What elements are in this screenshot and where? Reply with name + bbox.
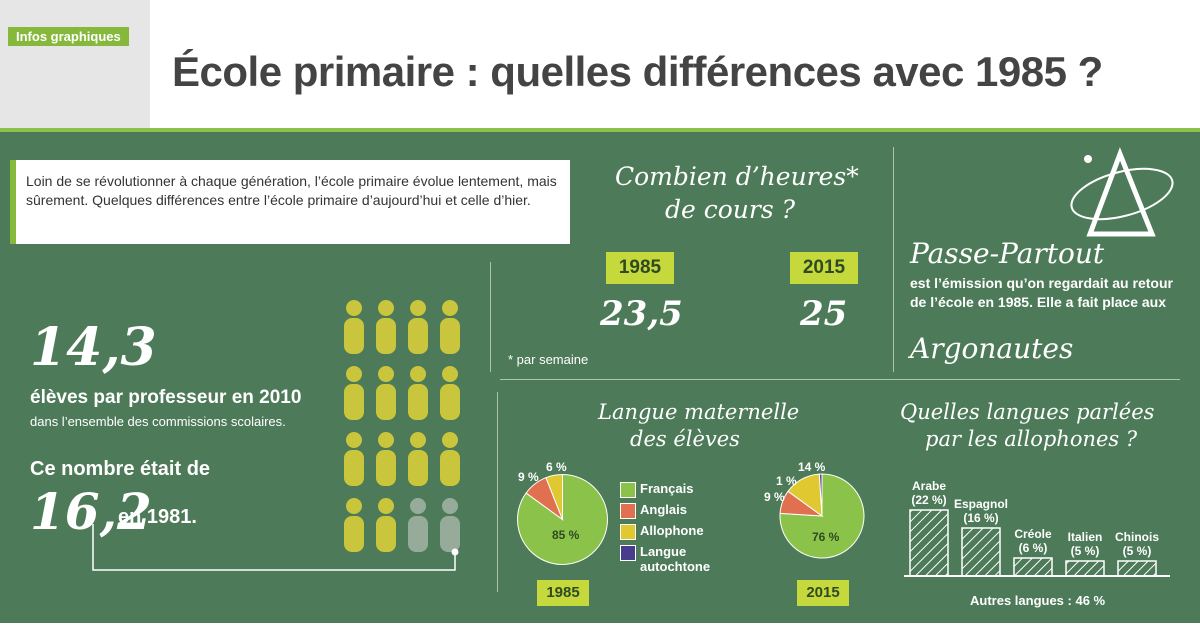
student-icon (344, 498, 364, 552)
pie-chart-2015 (779, 473, 865, 559)
ratio-line4: en 1981. (118, 506, 197, 528)
footer-strip (0, 623, 1200, 630)
pie-chart-1985 (517, 473, 608, 565)
hours-heading-2: de cours ? (665, 195, 796, 224)
section-tag: Infos graphiques (8, 27, 129, 46)
hours-heading-1: Combien d’heures* (615, 162, 859, 191)
languages-heading-2: des élèves (630, 427, 740, 451)
student-icon (344, 300, 364, 354)
header-side-panel (0, 0, 150, 128)
legend-swatch-en (620, 503, 636, 519)
page-title: École primaire : quelles différences ave… (172, 48, 1103, 95)
languages-heading-1: Langue maternelle (598, 400, 800, 424)
bar-category-label: Italien (1068, 530, 1103, 544)
bar-value-label: (6 %) (1019, 541, 1048, 555)
legend-label-fr: Français (640, 481, 694, 496)
hours-value-1985: 23,5 (600, 294, 683, 334)
divider-v3 (893, 147, 894, 372)
legend-swatch-auto (620, 545, 636, 561)
passe-partout-logo-icon (1070, 147, 1174, 237)
bar-espagnol (961, 527, 1001, 577)
hours-value-2015: 25 (800, 294, 848, 334)
hours-year-2015: 2015 (790, 252, 858, 284)
legend-label-auto-1: Langue (640, 544, 687, 559)
student-icon (408, 366, 428, 420)
tv-successor: Argonautes (910, 332, 1074, 365)
allophones-heading-2: par les allophones ? (925, 427, 1138, 451)
pie-1985-label-en: 9 % (518, 470, 539, 484)
bar-value-label: (22 %) (911, 493, 946, 507)
tv-show-name: Passe-Partout (910, 237, 1105, 270)
bar-category-label: Espagnol (954, 497, 1008, 511)
student-icon (376, 366, 396, 420)
intro-text: Loin de se révolutionner à chaque généra… (10, 160, 570, 244)
legend-label-auto-2: autochtone (640, 559, 711, 574)
hours-year-1985: 1985 (606, 252, 674, 284)
hours-note: * par semaine (508, 352, 589, 367)
student-icon (376, 498, 396, 552)
pie-2015-label-fr: 76 % (812, 530, 840, 544)
legend-label-en: Anglais (640, 502, 687, 517)
bar-value-label: (16 %) (963, 511, 998, 525)
pie-1985-label-fr: 85 % (552, 528, 580, 542)
bar-category-label: Arabe (912, 479, 946, 493)
student-icon (408, 498, 428, 552)
legend-swatch-allo (620, 524, 636, 540)
student-icon (376, 300, 396, 354)
student-icon (376, 432, 396, 486)
bar-category-label: Créole (1014, 527, 1052, 541)
bar-créole (1013, 557, 1053, 577)
student-icon (440, 366, 460, 420)
pie-1985-label-allo: 6 % (546, 460, 567, 474)
allophones-other-languages: Autres langues : 46 % (970, 593, 1106, 608)
bar-value-label: (5 %) (1071, 544, 1100, 558)
student-icon (344, 366, 364, 420)
divider-v1 (490, 262, 491, 372)
student-icon (440, 432, 460, 486)
connector-line (92, 524, 459, 571)
bar-category-label: Chinois (1115, 530, 1159, 544)
pie-year-2015: 2015 (797, 580, 849, 606)
divider-h1 (500, 379, 1180, 380)
ratio-line1: élèves par professeur en 2010 (30, 387, 302, 408)
student-icon (408, 300, 428, 354)
chalkboard: Loin de se révolutionner à chaque généra… (0, 128, 1200, 627)
pie-2015-label-auto: 1 % (776, 474, 797, 488)
ratio-line2: dans l’ensemble des commissions scolaire… (30, 414, 286, 429)
student-icon-grid (344, 300, 460, 552)
student-icon (440, 300, 460, 354)
legend-swatch-fr (620, 482, 636, 498)
bar-arabe (909, 509, 949, 577)
divider-v2 (497, 392, 498, 592)
allophone-bar-chart: Arabe(22 %) Espagnol(16 %) Créole(6 %) Ital… (904, 479, 1170, 577)
student-icon (344, 432, 364, 486)
tv-text: est l’émission qu’on regardait au retour… (910, 275, 1173, 310)
pie-2015-label-en: 9 % (764, 490, 785, 504)
pie-slice-allo (545, 473, 563, 520)
student-icon (408, 432, 428, 486)
ratio-line3: Ce nombre était de (30, 458, 211, 480)
pie-2015-label-allo: 14 % (798, 460, 826, 474)
bar-italien (1065, 560, 1105, 577)
student-icon (440, 498, 460, 552)
bar-value-label: (5 %) (1123, 544, 1152, 558)
ratio-1981-value: 16,2 (30, 482, 152, 541)
pie-slice-auto (818, 473, 823, 517)
pie-year-1985: 1985 (537, 580, 589, 606)
ratio-2010-value: 14,3 (30, 317, 157, 378)
bar-chinois (1117, 560, 1157, 577)
legend-label-allo: Allophone (640, 523, 704, 538)
allophones-heading-1: Quelles langues parlées (900, 400, 1155, 424)
